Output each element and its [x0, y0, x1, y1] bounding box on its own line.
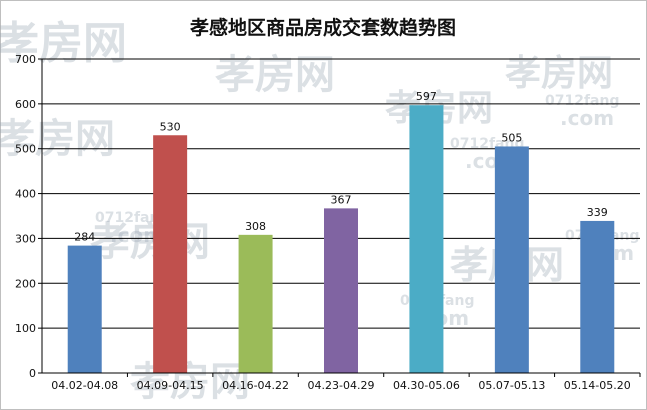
watermark-dotcom: .com: [560, 106, 614, 130]
watermark-logo: 孝房网: [215, 52, 335, 98]
bar: [580, 220, 615, 373]
watermark-logo: 孝房网: [130, 359, 250, 405]
y-tick-label: 0: [29, 367, 36, 380]
data-label: 284: [74, 231, 95, 244]
bar: [238, 234, 273, 373]
y-tick-label: 200: [15, 277, 36, 290]
axes: [41, 59, 641, 377]
watermark-logo: 孝房网: [0, 116, 115, 162]
x-tick-label: 04.30-05.06: [393, 379, 460, 392]
x-tick-label: 04.09-04.15: [137, 379, 204, 392]
y-tick-label: 400: [15, 188, 36, 201]
chart-title: 孝感地区商品房成交套数趋势图: [190, 16, 456, 39]
bar: [67, 245, 102, 373]
data-labels: 284 530 308 367 597 505 339: [74, 90, 608, 243]
watermark-logo: 孝房网: [505, 53, 613, 94]
data-label: 339: [587, 206, 608, 219]
watermark-logo: 孝房网: [0, 18, 127, 69]
y-tick-label: 300: [15, 232, 36, 245]
bar: [324, 208, 358, 373]
watermark-logo: 孝房网: [90, 219, 210, 265]
data-label: 367: [331, 193, 352, 206]
bar: [494, 146, 529, 373]
bar: [153, 135, 188, 373]
bar: [409, 105, 444, 374]
bars: [67, 105, 615, 374]
y-tick-label: 600: [15, 98, 36, 111]
x-tick-label: 05.14-05.20: [564, 379, 631, 392]
y-tick-label: 500: [15, 143, 36, 156]
data-label: 308: [245, 220, 266, 233]
x-tick-label: 04.23-04.29: [308, 379, 375, 392]
data-label: 597: [416, 90, 437, 103]
x-tick-label: 04.16-04.22: [222, 379, 289, 392]
gridlines: [38, 58, 640, 374]
watermark-domain: 0712fang: [545, 93, 620, 109]
watermark-layer: 孝房网孝房网孝房网孝房网孝房网孝房网孝房网孝房网0712fang.com0712…: [0, 18, 640, 405]
y-tick-label: 100: [15, 322, 36, 335]
y-tick-label: 700: [15, 53, 36, 66]
y-tick-labels: 0 100 200 300 400 500 600 700: [15, 53, 36, 380]
data-label: 505: [501, 131, 522, 144]
x-tick-label: 05.07-05.13: [478, 379, 545, 392]
x-tick-labels: 04.02-04.08 04.09-04.15 04.16-04.22 04.23-0…: [51, 379, 631, 392]
x-tick-label: 04.02-04.08: [51, 379, 118, 392]
watermark-domain: 0712fang: [95, 210, 170, 226]
data-label: 530: [160, 120, 181, 133]
